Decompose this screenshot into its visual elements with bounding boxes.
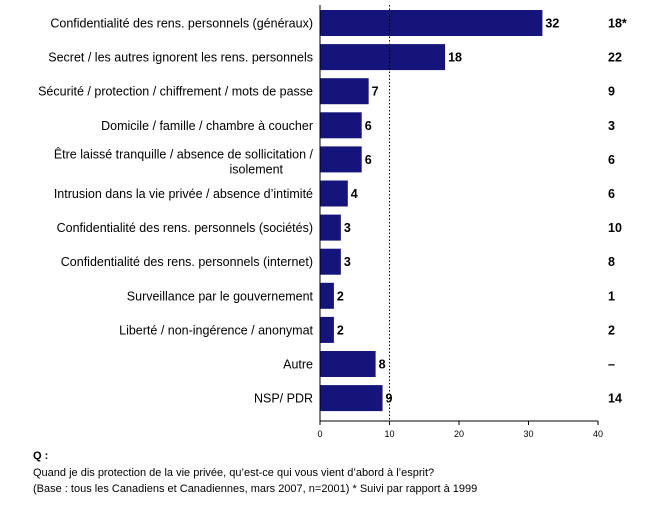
category-label: Sécurité / protection / chiffrement / mo… — [38, 85, 313, 99]
value-label: 18 — [448, 51, 462, 65]
category-label: Surveillance par le gouvernement — [127, 289, 314, 303]
bar-chart: Confidentialité des rens. personnels (gé… — [38, 5, 627, 439]
bar — [320, 78, 369, 105]
value-label: 3 — [344, 221, 351, 235]
category-label: Être laissé tranquille / absence de soll… — [54, 146, 314, 176]
comparison-value: 18* — [608, 17, 627, 31]
comparison-value: 22 — [608, 51, 622, 65]
comparison-values: 18* 22 9 3 6 6 10 8 1 2 – 14 — [608, 17, 627, 406]
comparison-value: 14 — [608, 392, 622, 406]
category-label: Domicile / famille / chambre à coucher — [101, 119, 313, 133]
question-label: Q : — [33, 450, 49, 462]
x-tick-label: 30 — [523, 429, 533, 439]
category-label: Confidentialité des rens. personnels (gé… — [50, 17, 313, 31]
value-label: 7 — [372, 85, 379, 99]
value-label: 2 — [337, 289, 344, 303]
bar — [320, 146, 362, 173]
comparison-value: 6 — [608, 187, 615, 201]
x-tick-label: 0 — [317, 429, 322, 439]
value-label: 4 — [351, 187, 358, 201]
value-label: 6 — [365, 153, 372, 167]
value-label: 9 — [386, 392, 393, 406]
bar — [320, 385, 383, 412]
value-label: 2 — [337, 323, 344, 337]
comparison-value: 3 — [608, 119, 615, 133]
bar — [320, 214, 341, 241]
comparison-value: 8 — [608, 255, 615, 269]
category-label: Secret / les autres ignorent les rens. p… — [48, 51, 313, 65]
comparison-value: 1 — [608, 289, 615, 303]
comparison-value: 9 — [608, 85, 615, 99]
category-label: Intrusion dans la vie privée / absence d… — [54, 187, 313, 201]
question-text: Quand je dis protection de la vie privée… — [33, 467, 435, 479]
bar — [320, 112, 362, 139]
category-label: NSP/ PDR — [254, 392, 313, 406]
base-note: (Base : tous les Canadiens et Canadienne… — [33, 483, 478, 495]
bar — [320, 44, 446, 71]
comparison-value: 6 — [608, 153, 615, 167]
bars — [320, 10, 543, 412]
category-label: Liberté / non-ingérence / anonymat — [119, 323, 313, 337]
x-tick-label: 10 — [384, 429, 394, 439]
bar — [320, 10, 543, 36]
category-label: Confidentialité des rens. personnels (so… — [57, 221, 313, 235]
value-label: 32 — [545, 17, 559, 31]
x-tick-label: 40 — [593, 429, 603, 439]
value-label: 3 — [344, 255, 351, 269]
value-label: 6 — [365, 119, 372, 133]
x-axis: 0 10 20 30 40 — [317, 5, 603, 439]
bar — [320, 248, 341, 275]
bar — [320, 282, 334, 309]
comparison-value: – — [608, 358, 615, 372]
category-label: Confidentialité des rens. personnels (in… — [61, 255, 313, 269]
comparison-value: 10 — [608, 221, 622, 235]
value-label: 8 — [379, 358, 386, 372]
category-label: Autre — [283, 358, 313, 372]
bar — [320, 316, 334, 343]
bar — [320, 351, 376, 377]
x-tick-label: 20 — [454, 429, 464, 439]
comparison-value: 2 — [608, 323, 615, 337]
bar — [320, 180, 348, 207]
category-labels: Confidentialité des rens. personnels (gé… — [38, 17, 313, 406]
